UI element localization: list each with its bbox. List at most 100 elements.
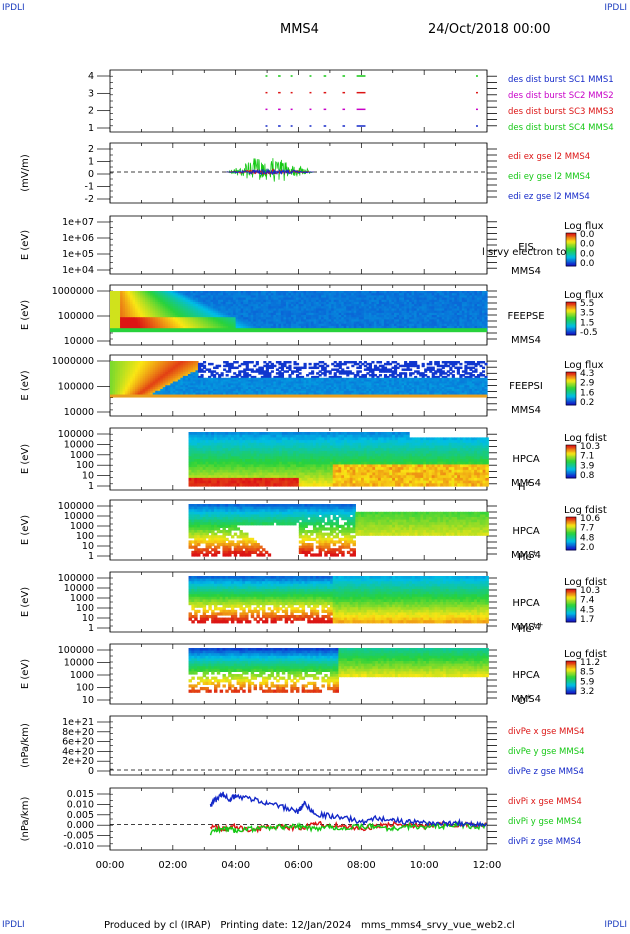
- y-tick-label: 10: [82, 471, 94, 482]
- instrument-label: EIS: [518, 242, 534, 253]
- colorbar-band: [566, 532, 576, 534]
- colorbar-band: [566, 537, 576, 540]
- colorbar-tick-label: 2.0: [580, 543, 595, 553]
- colorbar-band: [566, 526, 576, 529]
- colorbar-title: Log fdist: [564, 649, 607, 660]
- y-tick-label: 0: [88, 169, 94, 180]
- legend-entry: divPe z gse MMS4: [508, 767, 584, 777]
- spacecraft-label: MMS4: [511, 694, 541, 705]
- colorbar-band: [566, 395, 576, 398]
- colorbar-band: [566, 372, 576, 374]
- y-tick-label: 0.015: [67, 789, 94, 800]
- y-tick-label: 100000: [58, 501, 94, 512]
- colorbar-band: [566, 235, 576, 238]
- legend-entry: divPi y gse MMS4: [508, 817, 582, 827]
- y-tick-label: 4e+20: [62, 746, 94, 757]
- colorbar-tick-label: 10.3: [580, 586, 600, 596]
- y-tick-label: 10000: [64, 336, 94, 347]
- colorbar-tick-label: 3.9: [580, 461, 595, 471]
- colorbar-band: [566, 676, 576, 678]
- colorbar-band: [566, 472, 576, 475]
- colorbar-band: [566, 469, 576, 472]
- colorbar-band: [566, 691, 576, 694]
- colorbar-band: [566, 391, 576, 394]
- colorbar-band: [566, 475, 576, 478]
- colorbar-band: [566, 604, 576, 606]
- colorbar-band: [566, 689, 576, 692]
- colorbar-band: [566, 667, 576, 670]
- colorbar-band: [566, 260, 576, 263]
- colorbar-tick-label: 7.4: [580, 596, 595, 606]
- spacecraft-label: MMS4: [511, 478, 541, 489]
- corner-mark-top-right: IPDLI: [604, 3, 627, 13]
- colorbar-band: [566, 460, 576, 462]
- y-tick-label: 2: [88, 144, 94, 155]
- colorbar-tick-label: 0.0: [580, 240, 595, 250]
- colorbar-band: [566, 605, 576, 608]
- legend-entry: des dist burst SC2 MMS2: [508, 91, 614, 101]
- y-axis-label: E (eV): [20, 370, 31, 400]
- colorbar-band: [566, 245, 576, 248]
- colorbar-band: [566, 244, 576, 246]
- colorbar-tick-label: 1.7: [580, 615, 594, 625]
- colorbar-band: [566, 670, 576, 673]
- legend-entry: divPe x gse MMS4: [508, 727, 585, 737]
- colorbar-band: [566, 471, 576, 473]
- colorbar-band: [566, 593, 576, 595]
- colorbar-band: [566, 606, 576, 609]
- y-axis-label: E (eV): [20, 659, 31, 689]
- colorbar-band: [566, 389, 576, 392]
- colorbar-band: [566, 672, 576, 674]
- colorbar-band: [566, 325, 576, 328]
- colorbar-band: [566, 242, 576, 245]
- y-tick-label: 1000000: [52, 286, 94, 297]
- colorbar-band: [566, 518, 576, 521]
- date-title: 24/Oct/2018 00:00: [428, 22, 551, 37]
- legend-entry: des dist burst SC3 MMS3: [508, 107, 614, 117]
- colorbar-band: [566, 615, 576, 617]
- colorbar-band: [566, 321, 576, 324]
- colorbar-band: [566, 447, 576, 450]
- colorbar-tick-label: 10.6: [580, 514, 600, 524]
- colorbar-band: [566, 261, 576, 264]
- panel-frame-divpi: [109, 787, 488, 851]
- colorbar-band: [566, 678, 576, 681]
- legend-entry: edi ex gse l2 MMS4: [508, 152, 590, 162]
- colorbar-band: [566, 544, 576, 547]
- colorbar-band: [566, 601, 576, 604]
- colorbar-band: [566, 385, 576, 388]
- footer-script-name: mms_mms4_srvy_vue_web2.cl: [360, 920, 515, 931]
- colorbar-tick-label: 5.9: [580, 677, 595, 687]
- colorbar-band: [566, 315, 576, 318]
- y-tick-label: -1: [85, 182, 94, 193]
- colorbar-band: [566, 620, 576, 623]
- spacecraft-title: MMS4: [280, 22, 319, 37]
- y-tick-label: 0.000: [67, 820, 94, 831]
- colorbar-band: [566, 543, 576, 545]
- y-tick-label: 0.010: [67, 799, 94, 810]
- colorbar-tick-label: -0.5: [580, 328, 598, 338]
- colorbar-band: [566, 595, 576, 598]
- colorbar-band: [566, 306, 576, 308]
- colorbar-band: [566, 453, 576, 456]
- colorbar-title: Log fdist: [564, 433, 607, 444]
- y-tick-label: -0.005: [63, 831, 94, 842]
- colorbar-band: [566, 318, 576, 321]
- colorbar-tick-label: 7.7: [580, 524, 594, 534]
- colorbar-band: [566, 264, 576, 267]
- colorbar-band: [566, 333, 576, 336]
- colorbar-band: [566, 589, 576, 591]
- colorbar-tick-label: 0.0: [580, 259, 595, 269]
- colorbar-band: [566, 263, 576, 266]
- colorbar-title: Log fdist: [564, 577, 607, 588]
- corner-mark-top-left: IPDLI: [2, 3, 25, 13]
- y-tick-label: 10000: [64, 658, 94, 669]
- y-tick-label: 1000: [70, 670, 94, 681]
- colorbar-band: [566, 445, 576, 447]
- y-tick-label: 1000: [70, 593, 94, 604]
- spacecraft-label: MMS4: [511, 335, 541, 346]
- colorbar-band: [566, 661, 576, 663]
- y-tick-label: 1e+21: [62, 717, 94, 728]
